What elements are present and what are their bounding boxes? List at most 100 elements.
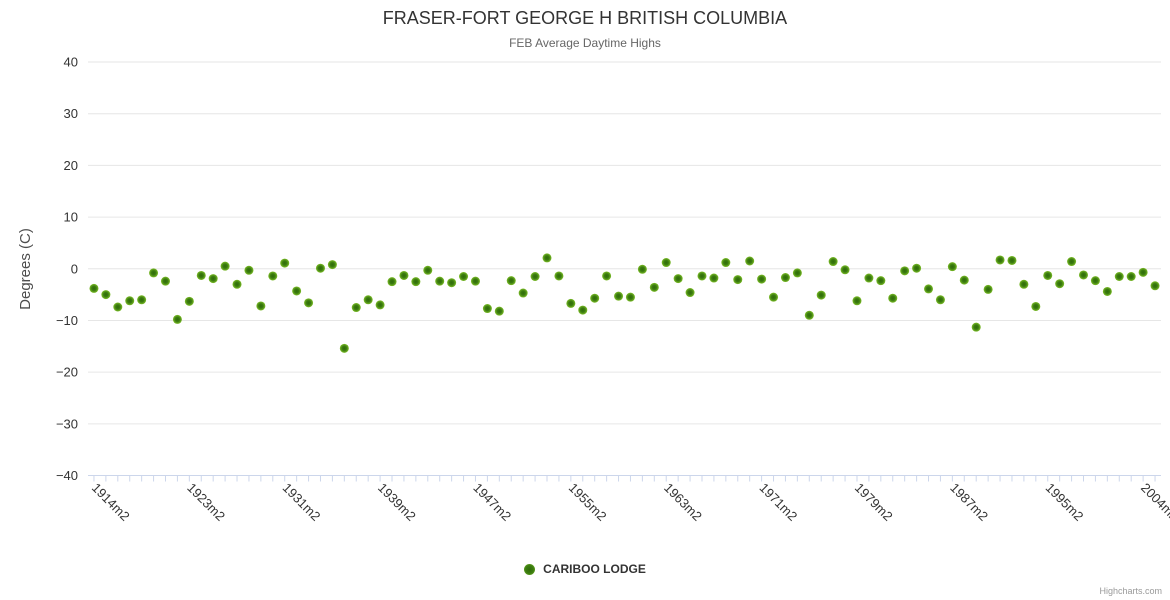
data-point[interactable] — [447, 278, 457, 288]
data-point[interactable] — [304, 298, 314, 308]
data-point[interactable] — [137, 295, 147, 305]
data-point[interactable] — [89, 283, 99, 293]
data-point[interactable] — [685, 288, 695, 298]
data-point[interactable] — [721, 258, 731, 268]
data-point[interactable] — [983, 284, 993, 294]
data-point[interactable] — [220, 261, 230, 271]
data-point[interactable] — [1102, 286, 1112, 296]
data-point[interactable] — [935, 295, 945, 305]
data-point[interactable] — [125, 296, 135, 306]
data-point[interactable] — [1007, 255, 1017, 265]
data-point[interactable] — [697, 271, 707, 281]
data-point[interactable] — [363, 295, 373, 305]
data-point[interactable] — [769, 292, 779, 302]
data-point[interactable] — [482, 304, 492, 314]
data-point[interactable] — [566, 298, 576, 308]
data-point[interactable] — [888, 293, 898, 303]
data-point[interactable] — [649, 282, 659, 292]
data-point[interactable] — [1055, 279, 1065, 289]
data-point[interactable] — [292, 286, 302, 296]
data-point[interactable] — [351, 303, 361, 313]
data-point[interactable] — [959, 275, 969, 285]
data-point[interactable] — [971, 322, 981, 332]
data-point[interactable] — [828, 257, 838, 267]
x-axis-tick-label: 1914m2 — [89, 480, 133, 524]
legend-series-label[interactable]: CARIBOO LODGE — [543, 562, 646, 576]
data-point[interactable] — [864, 273, 874, 283]
data-point[interactable] — [244, 265, 254, 275]
data-point[interactable] — [602, 271, 612, 281]
x-axis-tick-label: 1931m2 — [280, 480, 324, 524]
data-point[interactable] — [494, 306, 504, 316]
data-point[interactable] — [804, 310, 814, 320]
data-point[interactable] — [947, 262, 957, 272]
data-point[interactable] — [757, 274, 767, 284]
data-point[interactable] — [375, 300, 385, 310]
data-point[interactable] — [327, 260, 337, 270]
data-point[interactable] — [315, 263, 325, 273]
credits-link[interactable]: Highcharts.com — [1099, 586, 1162, 596]
data-point[interactable] — [637, 264, 647, 274]
data-point[interactable] — [924, 284, 934, 294]
data-point[interactable] — [554, 271, 564, 281]
data-point[interactable] — [506, 276, 516, 286]
data-point[interactable] — [900, 266, 910, 276]
data-point[interactable] — [780, 273, 790, 283]
data-point[interactable] — [435, 276, 445, 286]
data-point[interactable] — [280, 258, 290, 268]
data-point[interactable] — [816, 290, 826, 300]
data-point[interactable] — [1043, 270, 1053, 280]
data-point[interactable] — [1090, 276, 1100, 286]
data-point[interactable] — [411, 277, 421, 287]
data-point[interactable] — [470, 276, 480, 286]
data-point[interactable] — [423, 265, 433, 275]
data-point[interactable] — [1031, 301, 1041, 311]
y-axis-tick-label: 0 — [71, 261, 78, 276]
data-point[interactable] — [673, 274, 683, 284]
data-point[interactable] — [399, 270, 409, 280]
y-axis-tick-label: −20 — [56, 365, 78, 380]
data-point[interactable] — [518, 288, 528, 298]
data-point[interactable] — [590, 293, 600, 303]
data-point[interactable] — [459, 272, 469, 282]
data-point[interactable] — [733, 275, 743, 285]
data-point[interactable] — [113, 302, 123, 312]
data-point[interactable] — [542, 253, 552, 263]
data-point[interactable] — [912, 263, 922, 273]
data-point[interactable] — [1067, 257, 1077, 267]
data-point[interactable] — [208, 274, 218, 284]
data-point[interactable] — [339, 343, 349, 353]
data-point[interactable] — [101, 290, 111, 300]
data-point[interactable] — [1114, 272, 1124, 282]
data-point[interactable] — [995, 255, 1005, 265]
data-point[interactable] — [661, 258, 671, 268]
data-point[interactable] — [530, 272, 540, 282]
data-point[interactable] — [256, 301, 266, 311]
data-point[interactable] — [745, 256, 755, 266]
data-point[interactable] — [160, 276, 170, 286]
data-point[interactable] — [792, 268, 802, 278]
y-axis-tick-label: 20 — [64, 158, 78, 173]
data-point[interactable] — [232, 279, 242, 289]
data-point[interactable] — [709, 273, 719, 283]
data-point[interactable] — [625, 292, 635, 302]
legend[interactable]: CARIBOO LODGE — [0, 562, 1170, 576]
data-point[interactable] — [149, 268, 159, 278]
data-point[interactable] — [614, 291, 624, 301]
y-axis-labels: 40 30 20 10 0 −10 −20 −30 −40 — [56, 55, 78, 484]
data-point[interactable] — [268, 271, 278, 281]
data-point[interactable] — [1019, 279, 1029, 289]
data-point[interactable] — [184, 296, 194, 306]
data-point[interactable] — [196, 270, 206, 280]
data-point[interactable] — [172, 314, 182, 324]
data-point[interactable] — [1126, 272, 1136, 282]
data-point[interactable] — [1150, 281, 1160, 291]
data-point[interactable] — [1079, 270, 1089, 280]
data-point[interactable] — [852, 296, 862, 306]
data-point[interactable] — [840, 265, 850, 275]
data-point[interactable] — [1138, 267, 1148, 277]
data-point[interactable] — [876, 276, 886, 286]
data-point[interactable] — [578, 305, 588, 315]
data-point[interactable] — [387, 277, 397, 287]
